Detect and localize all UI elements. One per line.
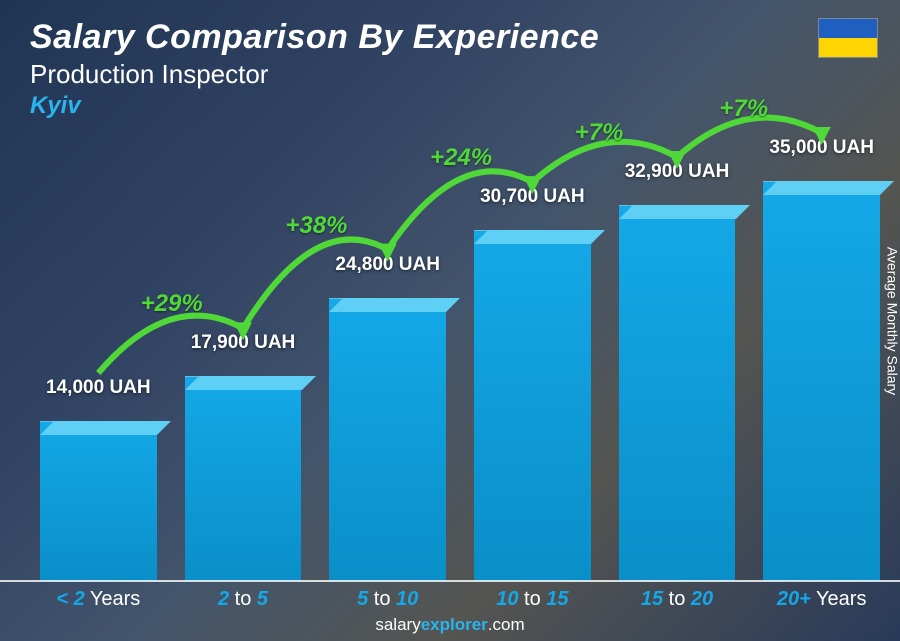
increase-arc [98,316,243,373]
increase-arcs [0,141,880,581]
chart-title: Salary Comparison By Experience [30,18,599,57]
chart-subtitle: Production Inspector [30,59,599,90]
x-axis-label: 5 to 10 [329,588,446,611]
percent-increase-label: +38% [285,212,347,240]
x-axis: < 2 Years 2 to 5 5 to 10 10 to 15 15 to 20 20… [40,588,880,611]
percent-increase-label: +24% [430,144,492,172]
flag-bottom-stripe [819,38,877,57]
increase-arc [243,239,388,328]
increase-arc [388,171,533,249]
y-axis-label: Average Monthly Salary [884,172,900,320]
increase-arc [532,142,677,182]
brand-accent: explorer [421,615,488,634]
x-axis-line [0,580,900,582]
header: Salary Comparison By Experience Producti… [30,18,599,120]
x-axis-label: 10 to 15 [474,588,591,611]
x-axis-label: 15 to 20 [619,588,736,611]
flag-top-stripe [819,19,877,38]
footer-brand: salaryexplorer.com [0,615,900,635]
percent-increase-label: +7% [719,95,768,123]
flag-icon [818,18,878,58]
x-axis-label: < 2 Years [40,588,157,611]
x-axis-label: 2 to 5 [185,588,302,611]
percent-increase-label: +7% [575,119,624,147]
bar-chart: 14,000 UAH17,900 UAH24,800 UAH30,700 UAH… [0,141,880,581]
percent-increase-label: +29% [141,290,203,318]
chart-location: Kyiv [30,92,599,120]
x-axis-label: 20+ Years [763,588,880,611]
